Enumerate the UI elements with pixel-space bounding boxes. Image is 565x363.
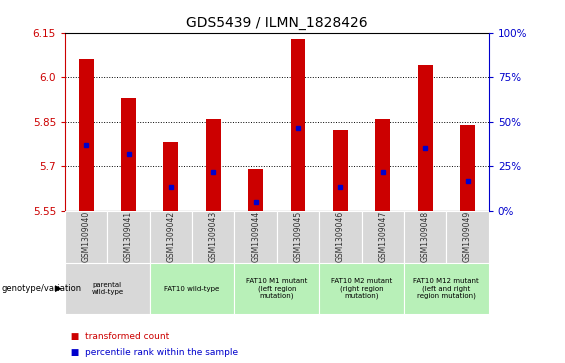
Bar	[150, 263, 234, 314]
Text: GSM1309047: GSM1309047	[379, 211, 387, 262]
Bar	[234, 263, 319, 314]
Bar	[319, 263, 404, 314]
Text: FAT10 wild-type: FAT10 wild-type	[164, 286, 220, 291]
Bar	[362, 211, 404, 263]
Text: parental
wild-type: parental wild-type	[92, 282, 123, 295]
Bar	[65, 263, 150, 314]
Bar	[333, 130, 348, 211]
Bar	[460, 125, 475, 211]
Text: FAT10 M2 mutant
(right region
mutation): FAT10 M2 mutant (right region mutation)	[331, 278, 392, 299]
Text: GSM1309046: GSM1309046	[336, 211, 345, 262]
Text: GSM1309041: GSM1309041	[124, 211, 133, 262]
Text: GSM1309049: GSM1309049	[463, 211, 472, 262]
Bar	[107, 211, 150, 263]
Text: FAT10 M12 mutant
(left and right
region mutation): FAT10 M12 mutant (left and right region …	[414, 278, 479, 299]
Text: ▶: ▶	[55, 284, 62, 293]
Bar	[150, 211, 192, 263]
Text: GSM1309043: GSM1309043	[209, 211, 218, 262]
Bar	[418, 65, 433, 211]
Text: FAT10 M1 mutant
(left region
mutation): FAT10 M1 mutant (left region mutation)	[246, 278, 307, 299]
Bar	[446, 211, 489, 263]
Bar	[192, 211, 234, 263]
Text: ■  transformed count: ■ transformed count	[65, 333, 170, 341]
Bar	[206, 119, 221, 211]
Bar	[121, 98, 136, 211]
Bar	[277, 211, 319, 263]
Bar	[79, 60, 94, 211]
Bar	[290, 38, 306, 211]
Bar	[248, 169, 263, 211]
Text: genotype/variation: genotype/variation	[1, 284, 81, 293]
Text: GSM1309040: GSM1309040	[82, 211, 90, 262]
Bar	[319, 211, 362, 263]
Bar	[404, 211, 446, 263]
Bar	[163, 142, 179, 211]
Bar	[404, 263, 489, 314]
Text: GSM1309044: GSM1309044	[251, 211, 260, 262]
Title: GDS5439 / ILMN_1828426: GDS5439 / ILMN_1828426	[186, 16, 368, 30]
Text: GSM1309048: GSM1309048	[421, 211, 429, 262]
Text: GSM1309042: GSM1309042	[167, 211, 175, 262]
Bar	[234, 211, 277, 263]
Bar	[375, 119, 390, 211]
Bar	[65, 211, 107, 263]
Text: ■  percentile rank within the sample: ■ percentile rank within the sample	[65, 348, 238, 356]
Text: GSM1309045: GSM1309045	[294, 211, 302, 262]
